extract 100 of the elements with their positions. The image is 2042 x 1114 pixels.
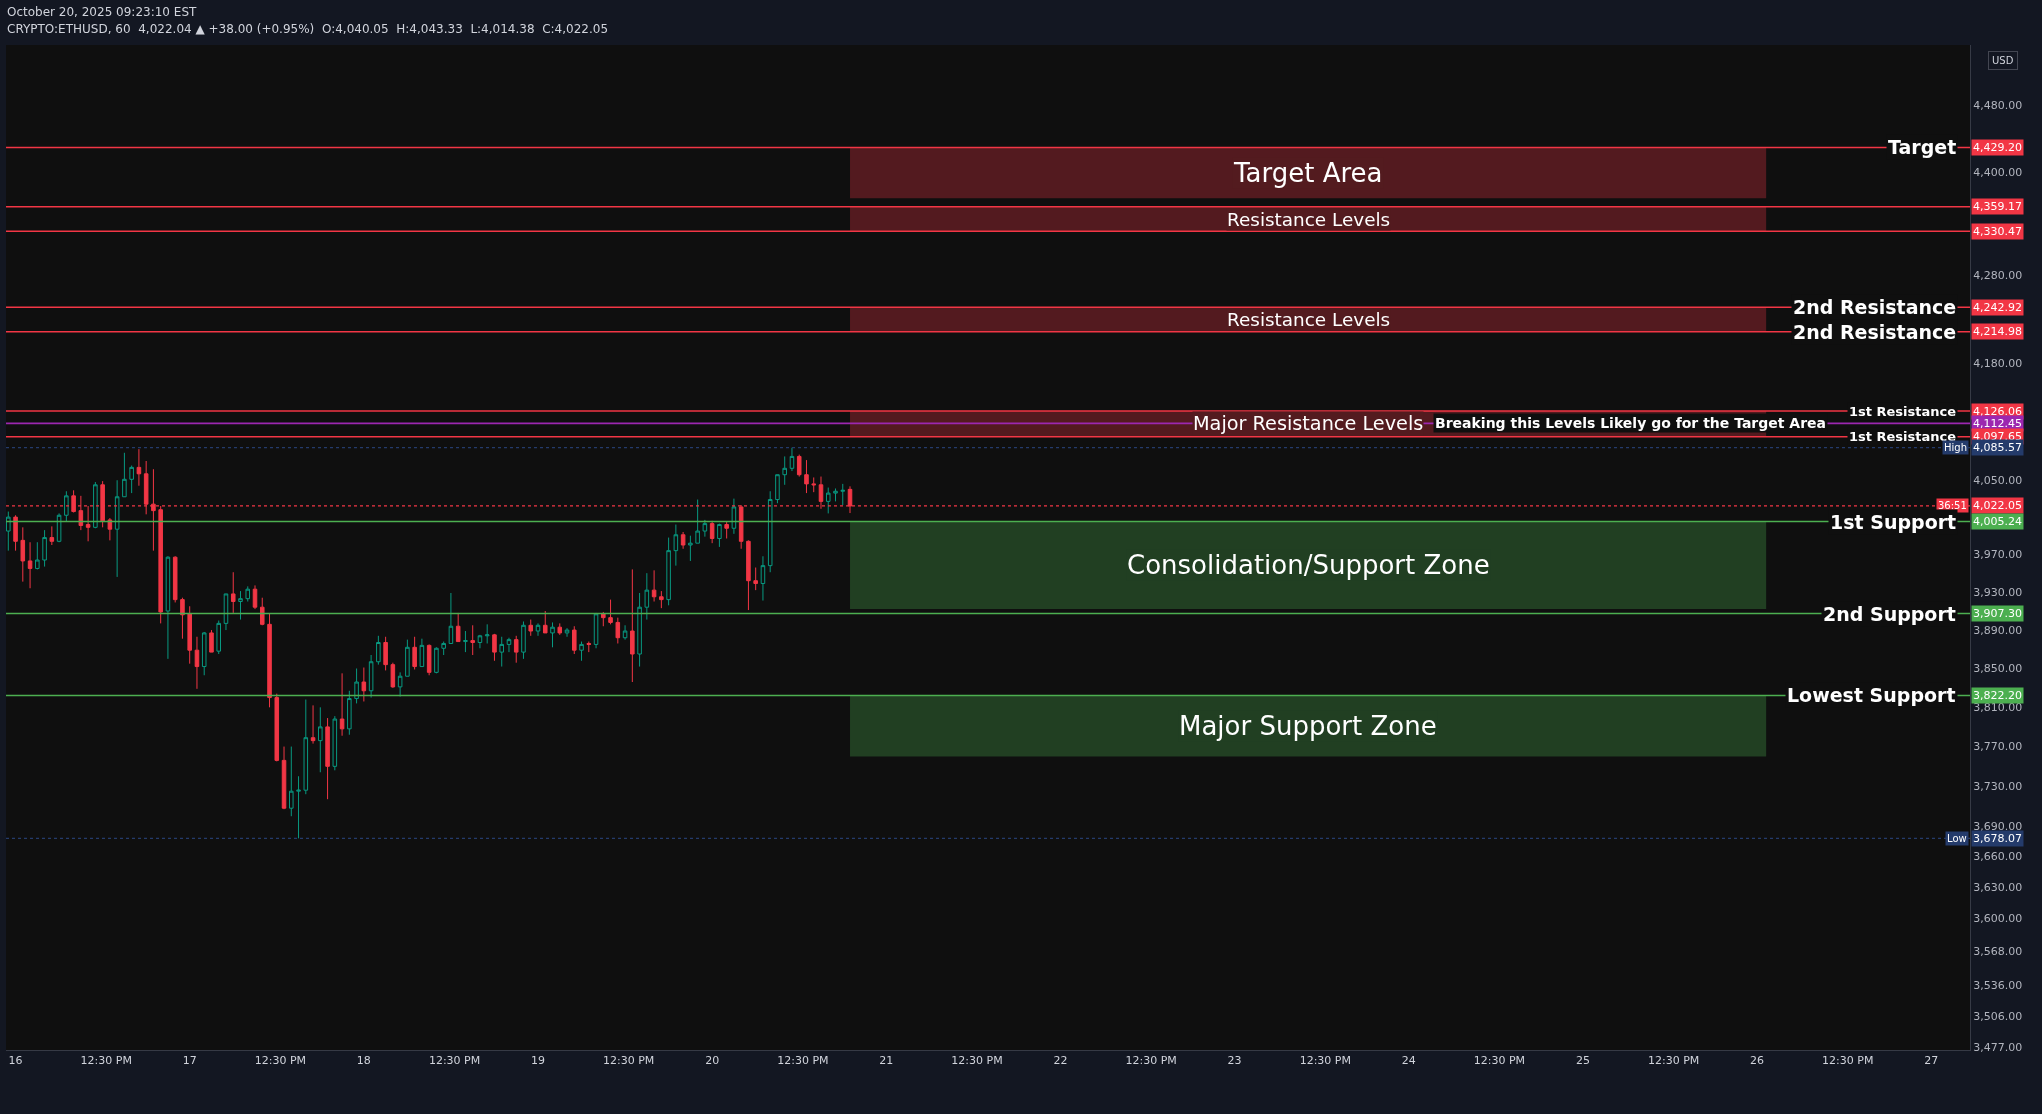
- band-label: Resistance Levels: [1227, 309, 1391, 330]
- candlestick: [238, 590, 243, 621]
- x-tick-label: 12:30 PM: [951, 1054, 1003, 1068]
- candlestick: [463, 630, 468, 653]
- candlestick: [564, 627, 570, 638]
- candlestick: [13, 514, 18, 552]
- candlestick: [680, 531, 686, 550]
- candlestick: [601, 611, 606, 627]
- candlestick: [180, 597, 185, 640]
- x-tick-label: 12:30 PM: [1647, 1054, 1700, 1068]
- candlestick: [267, 613, 272, 708]
- candlestick: [274, 693, 280, 762]
- candlestick: [615, 617, 621, 644]
- candlestick: [93, 481, 98, 529]
- candlestick: [593, 612, 599, 649]
- candlestick: [644, 572, 650, 621]
- candlestick: [709, 520, 715, 544]
- candlestick: [796, 454, 802, 478]
- annotation: High: [1944, 442, 1967, 453]
- y-tick-label: 3,600.00: [1973, 911, 2023, 925]
- chart-subtitle: CRYPTO:ETHUSD, 60 4,022.04 ▲ +38.00 (+0.95%) O:4,040.05 H:4,043.33 L:4,014.38 C:4,022.05: [7, 22, 609, 36]
- y-tick-label: 4,480.00: [1973, 98, 2023, 112]
- annotation: 1st Resistance: [1849, 404, 1957, 419]
- candlestick: [746, 539, 751, 611]
- candlestick: [56, 512, 62, 543]
- candlestick: [622, 624, 628, 641]
- x-tick-label: 16: [8, 1054, 23, 1068]
- x-tick-label: 17: [182, 1054, 197, 1068]
- candlestick: [535, 622, 541, 637]
- annotation: Low: [1947, 833, 1967, 844]
- candlestick: [651, 569, 657, 602]
- candlestick: [42, 529, 47, 568]
- candlestick: [542, 610, 548, 634]
- y-tick-label: 3,660.00: [1973, 850, 2023, 864]
- ref-line-label: 4,022.05: [1973, 499, 2022, 512]
- candlestick: [492, 633, 497, 662]
- y-tick-label: 3,770.00: [1973, 740, 2023, 754]
- candlestick: [354, 667, 359, 704]
- candlestick: [688, 535, 693, 562]
- y-tick-label: 3,630.00: [1973, 881, 2023, 895]
- candlestick: [753, 567, 758, 591]
- candlestick: [368, 654, 374, 699]
- ref-line-label: 4,429.20: [1973, 141, 2022, 154]
- candlestick: [281, 746, 287, 810]
- candlestick: [216, 620, 221, 655]
- candlestick: [513, 635, 519, 664]
- candlestick: [659, 590, 664, 609]
- y-tick-label: 3,477.00: [1973, 1041, 2023, 1055]
- candlestick: [296, 775, 301, 839]
- candlestick: [20, 526, 26, 583]
- candlestick: [775, 474, 780, 504]
- candlestick: [455, 612, 461, 643]
- candlestick: [666, 537, 671, 606]
- candlestick: [27, 541, 33, 589]
- candlestick: [64, 490, 69, 523]
- x-tick-label: 21: [879, 1054, 894, 1068]
- x-tick-label: 27: [1924, 1054, 1939, 1068]
- ref-line-label: 4,097.65: [1973, 430, 2022, 443]
- candlestick: [165, 555, 171, 660]
- band-label: Target Area: [1233, 158, 1383, 188]
- candlestick: [470, 624, 475, 656]
- candlestick: [441, 641, 446, 656]
- y-tick-label: 3,930.00: [1973, 585, 2023, 599]
- candlestick: [223, 593, 229, 631]
- y-tick-label: 4,280.00: [1973, 268, 2023, 282]
- band-label: Major Support Zone: [1179, 711, 1437, 741]
- annotation: Lowest Support: [1787, 684, 1956, 706]
- x-tick-label: 22: [1053, 1054, 1068, 1068]
- candlestick: [187, 605, 192, 665]
- ref-line-label: 4,126.06: [1973, 405, 2022, 418]
- candlestick: [557, 622, 563, 636]
- ref-line-label: 4,005.24: [1973, 515, 2022, 528]
- candlestick: [717, 523, 722, 548]
- annotation: 1st Resistance: [1849, 429, 1957, 444]
- candlestick: [129, 465, 134, 494]
- candlestick: [673, 524, 679, 567]
- candlestick: [209, 629, 214, 653]
- candlestick: [376, 635, 381, 666]
- candlestick: [608, 599, 613, 625]
- band-label: Major Resistance Levels: [1193, 412, 1424, 435]
- candlestick: [426, 643, 432, 676]
- candlestick: [361, 667, 367, 702]
- annotation: 2nd Support: [1823, 603, 1956, 625]
- candlestick: [695, 499, 700, 544]
- candlestick: [259, 597, 265, 626]
- candlestick: [760, 555, 766, 602]
- candlestick: [767, 490, 773, 573]
- x-tick-label: 12:30 PM: [254, 1054, 307, 1068]
- candlestick: [405, 639, 410, 677]
- candlestick: [245, 585, 251, 602]
- annotation: 36:51: [1938, 500, 1967, 511]
- y-tick-label: 3,506.00: [1973, 1010, 2023, 1024]
- annotation: Target: [1888, 136, 1957, 158]
- candlestick: [201, 631, 207, 676]
- candlestick: [107, 517, 113, 541]
- annotation: 1st Support: [1830, 511, 1957, 533]
- candlestick: [325, 717, 330, 800]
- candlestick: [702, 519, 708, 538]
- y-tick-label: 3,568.00: [1973, 945, 2023, 959]
- candlestick: [194, 636, 200, 690]
